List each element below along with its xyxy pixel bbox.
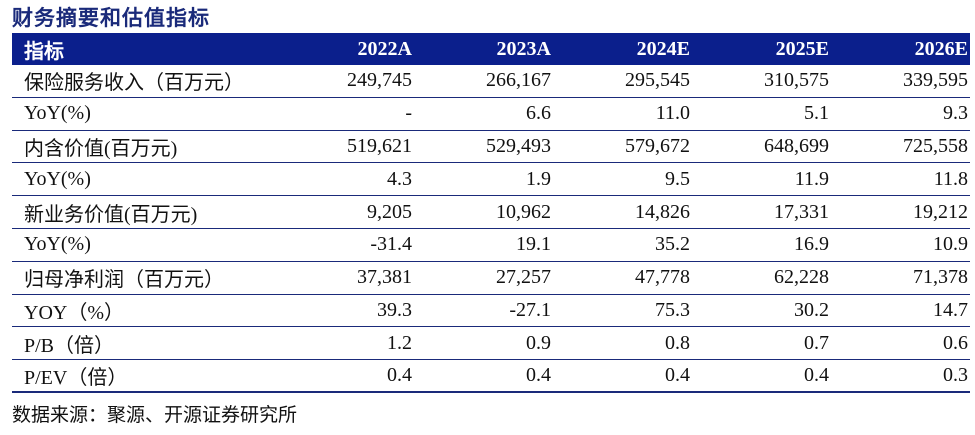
table-cell: 0.4: [387, 364, 412, 387]
table-cell: 75.3: [655, 298, 690, 321]
table-cell: 35.2: [655, 233, 690, 256]
table-cell: 4.3: [387, 167, 412, 190]
header-cell-2023a: 2023A: [496, 37, 551, 60]
row-label: 内含价值(百万元): [24, 137, 178, 160]
table-cell: 0.6: [943, 331, 968, 354]
row-label: 保险服务收入（百万元）: [24, 72, 244, 95]
table-cell: 11.0: [655, 102, 690, 125]
table-cell: 10.9: [933, 233, 968, 256]
table-cell: 19.1: [516, 233, 551, 256]
source-note: 数据来源：聚源、开源证券研究所: [12, 405, 298, 426]
table-cell: 11.9: [794, 167, 829, 190]
header-cell-2024e: 2024E: [636, 37, 690, 60]
table-row: 新业务价值(百万元) 9,205 10,962 14,826 17,331 19,212: [12, 196, 970, 229]
table-row: 归母净利润（百万元） 37,381 27,257 47,778 62,228 71,378: [12, 262, 970, 295]
header-cell-2026e: 2026E: [914, 37, 968, 60]
table-cell: 14.7: [933, 298, 968, 321]
table-cell: 16.9: [794, 233, 829, 256]
table-cell: 1.9: [526, 167, 551, 190]
table-cell: -31.4: [370, 233, 412, 256]
table-cell: 5.1: [804, 102, 829, 125]
table-cell: 266,167: [486, 69, 551, 92]
row-label: YOY（%）: [24, 301, 124, 324]
table-cell: 0.4: [804, 364, 829, 387]
table-cell: 17,331: [774, 200, 829, 223]
table-cell: -27.1: [509, 298, 551, 321]
table-cell: 9,205: [367, 200, 412, 223]
row-label: YoY(%): [24, 167, 91, 190]
row-label: P/EV（倍）: [24, 367, 128, 390]
table-cell: 14,826: [635, 200, 690, 223]
table-row: P/B（倍） 1.2 0.9 0.8 0.7 0.6: [12, 327, 970, 361]
table-cell: 310,575: [764, 69, 829, 92]
table-cell: 529,493: [486, 134, 551, 157]
table-header-row: 指标 2022A 2023A 2024E 2025E 2026E: [12, 33, 970, 65]
row-label: 新业务价值(百万元): [24, 203, 198, 226]
table-cell: 9.5: [665, 167, 690, 190]
table-cell: 10,962: [496, 200, 551, 223]
row-label: YoY(%): [24, 102, 91, 125]
table-cell: 11.8: [933, 167, 968, 190]
table-cell: 725,558: [903, 134, 968, 157]
table-cell: 39.3: [377, 298, 412, 321]
table-cell: 0.3: [943, 364, 968, 387]
table-cell: 0.4: [665, 364, 690, 387]
table-cell: 0.9: [526, 331, 551, 354]
table-cell: 0.7: [804, 331, 829, 354]
row-label: 归母净利润（百万元）: [24, 269, 224, 292]
table-cell: 579,672: [625, 134, 690, 157]
table-cell: 6.6: [526, 102, 551, 125]
table-cell: 249,745: [347, 69, 412, 92]
table-row: YoY(%) -31.4 19.1 35.2 16.9 10.9: [12, 229, 970, 262]
table-cell: 47,778: [635, 266, 690, 289]
header-cell-2022a: 2022A: [357, 37, 412, 60]
table-row: YOY（%） 39.3 -27.1 75.3 30.2 14.7: [12, 295, 970, 328]
table-cell: 30.2: [794, 298, 829, 321]
table-row: YoY(%) 4.3 1.9 9.5 11.9 11.8: [12, 163, 970, 197]
row-label: P/B（倍）: [24, 334, 115, 357]
table-cell: 0.4: [526, 364, 551, 387]
table-cell: -: [405, 102, 412, 125]
table-cell: 19,212: [913, 200, 968, 223]
table-row: P/EV（倍） 0.4 0.4 0.4 0.4 0.3: [12, 360, 970, 393]
table-cell: 37,381: [357, 266, 412, 289]
table-cell: 0.8: [665, 331, 690, 354]
table-row: YoY(%) - 6.6 11.0 5.1 9.3: [12, 98, 970, 131]
table-cell: 1.2: [387, 331, 412, 354]
table-cell: 9.3: [943, 102, 968, 125]
header-cell-2025e: 2025E: [775, 37, 829, 60]
table-cell: 339,595: [903, 69, 968, 92]
table-cell: 71,378: [913, 266, 968, 289]
financial-summary-table: 指标 2022A 2023A 2024E 2025E 2026E 保险服务收入（…: [12, 33, 970, 393]
table-cell: 519,621: [347, 134, 412, 157]
table-cell: 295,545: [625, 69, 690, 92]
table-row: 保险服务收入（百万元） 249,745 266,167 295,545 310,575 3…: [12, 65, 970, 98]
table-cell: 27,257: [496, 266, 551, 289]
row-label: YoY(%): [24, 233, 91, 256]
table-body: 保险服务收入（百万元） 249,745 266,167 295,545 310,575 3…: [12, 65, 970, 393]
header-cell-indicator: 指标: [24, 40, 64, 63]
table-cell: 648,699: [764, 134, 829, 157]
table-row: 内含价值(百万元) 519,621 529,493 579,672 648,699 725…: [12, 131, 970, 164]
table-title: 财务摘要和估值指标: [12, 6, 210, 30]
table-cell: 62,228: [774, 266, 829, 289]
